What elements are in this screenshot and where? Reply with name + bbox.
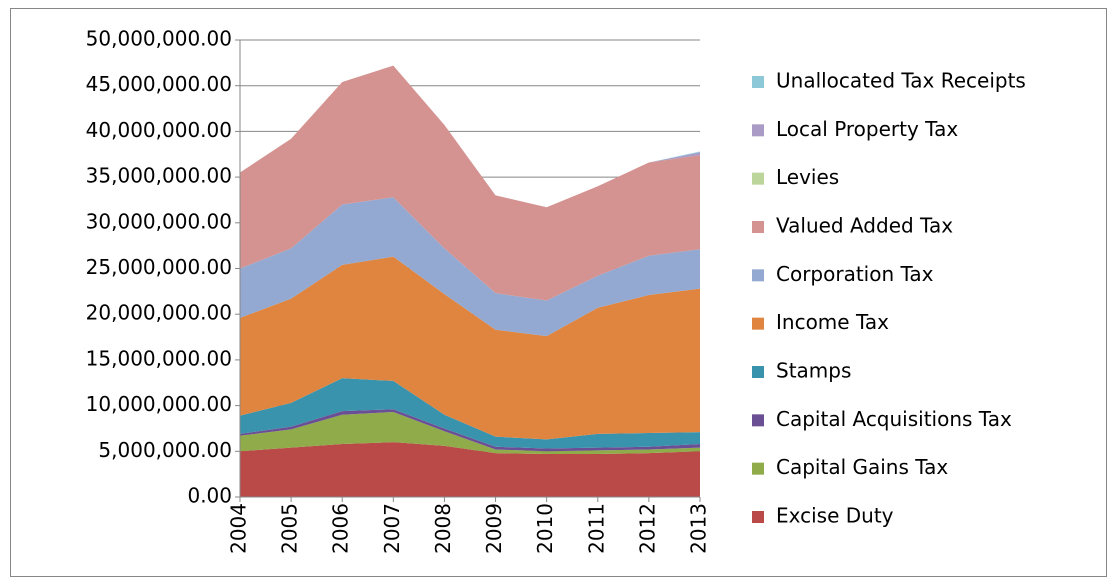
x-tick-label: 2010: [533, 503, 557, 554]
y-tick-label: 10,000,000.00: [86, 392, 232, 416]
x-tick-label: 2004: [227, 503, 251, 554]
x-tick-label: 2006: [329, 503, 353, 554]
y-tick-label: 40,000,000.00: [86, 118, 232, 142]
legend-label: Stamps: [776, 359, 851, 383]
y-tick-label: 35,000,000.00: [86, 164, 232, 188]
legend-swatch: [752, 76, 764, 88]
x-tick-label: 2007: [380, 503, 404, 554]
legend-label: Capital Acquisitions Tax: [776, 407, 1012, 431]
area: [240, 442, 700, 497]
legend-label: Unallocated Tax Receipts: [776, 69, 1026, 93]
y-tick-label: 30,000,000.00: [86, 209, 232, 233]
area: [240, 409, 700, 452]
legend-swatch: [752, 414, 764, 427]
axes: 0.00 5,000,000.00 10,000,000.00 15,000,000.…: [86, 27, 711, 554]
x-tick-label: 2011: [584, 503, 608, 554]
legend-label: Local Property Tax: [776, 117, 958, 141]
legend-label: Valued Added Tax: [776, 214, 953, 238]
x-tick-label: 2013: [687, 503, 711, 554]
area: [240, 65, 700, 301]
legend-label: Excise Duty: [776, 504, 894, 528]
x-tick-label: 2012: [635, 503, 659, 554]
legend-swatch: [752, 124, 764, 137]
legend-swatch: [752, 269, 764, 282]
area: [240, 256, 700, 440]
area: [240, 197, 700, 337]
x-tick-label: 2008: [431, 503, 455, 554]
legend-swatch: [752, 462, 764, 475]
area: [240, 378, 700, 449]
y-tick-label: 20,000,000.00: [86, 301, 232, 325]
legend-swatch: [752, 221, 764, 233]
legend-swatch: [752, 172, 764, 185]
legend-label: Capital Gains Tax: [776, 455, 948, 479]
legend: Unallocated Tax Receipts Local Property T…: [752, 69, 1026, 528]
x-tick-label: 2005: [278, 503, 302, 554]
legend-swatch: [752, 366, 764, 378]
x-tick-label: 2009: [482, 503, 506, 554]
y-tick-label: 0.00: [187, 484, 232, 508]
legend-swatch: [752, 317, 764, 330]
y-tick-label: 25,000,000.00: [86, 255, 232, 279]
areas: [240, 65, 700, 497]
legend-label: Levies: [776, 165, 839, 189]
area: [240, 411, 700, 455]
y-tick-label: 15,000,000.00: [86, 346, 232, 370]
legend-label: Income Tax: [776, 310, 889, 334]
legend-swatch: [752, 511, 764, 523]
y-tick-label: 5,000,000.00: [98, 438, 232, 462]
y-tick-label: 45,000,000.00: [86, 72, 232, 96]
legend-label: Corporation Tax: [776, 262, 934, 286]
y-tick-label: 50,000,000.00: [86, 27, 232, 51]
